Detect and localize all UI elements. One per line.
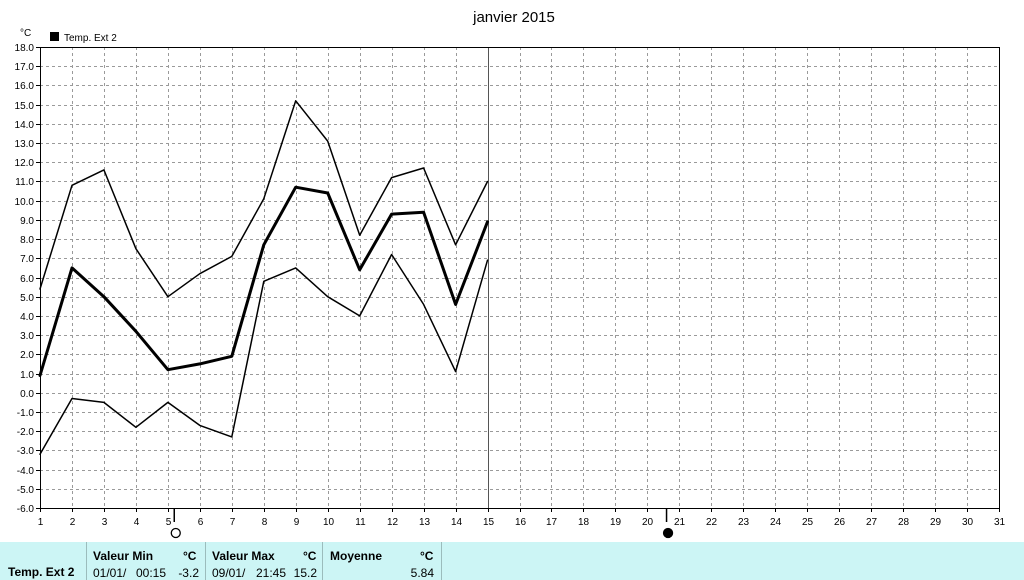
axes bbox=[36, 47, 1000, 512]
x-tick-label: 17 bbox=[546, 517, 558, 528]
x-tick-label: 18 bbox=[578, 517, 590, 528]
x-tick-label: 4 bbox=[134, 517, 140, 528]
chart-title: janvier 2015 bbox=[472, 9, 555, 26]
x-tick-label: 2 bbox=[70, 517, 76, 528]
footer-max-time: 21:45 bbox=[256, 566, 287, 580]
stats-footer: Temp. Ext 2 Valeur Min °C 01/01/ 00:15 -… bbox=[0, 542, 1024, 580]
x-tick-label: 3 bbox=[102, 517, 108, 528]
x-tick-label: 5 bbox=[166, 517, 172, 528]
series bbox=[38, 100, 489, 455]
legend: Temp. Ext 2 bbox=[50, 32, 117, 44]
x-tick-label: 24 bbox=[770, 517, 782, 528]
legend-label: Temp. Ext 2 bbox=[64, 33, 117, 44]
y-tick-label: 17.0 bbox=[15, 62, 35, 73]
y-tick-label: 12.0 bbox=[15, 158, 35, 169]
y-tick-label: -6.0 bbox=[17, 504, 35, 515]
full-moon-icon bbox=[170, 527, 181, 539]
footer-min-date: 01/01/ bbox=[93, 566, 127, 580]
x-tick-label: 30 bbox=[962, 517, 974, 528]
footer-mean-header: Moyenne bbox=[330, 549, 383, 563]
y-tick-label: -3.0 bbox=[17, 446, 35, 457]
y-tick-label: 11.0 bbox=[15, 177, 34, 188]
footer-separator bbox=[441, 542, 442, 580]
series-line-min bbox=[39, 253, 489, 455]
y-tick-label: 10.0 bbox=[15, 197, 35, 208]
y-axis-unit: °C bbox=[20, 28, 31, 39]
x-tick-label: 25 bbox=[802, 517, 814, 528]
footer-min-value: -3.2 bbox=[178, 566, 199, 580]
y-tick-label: -1.0 bbox=[17, 408, 35, 419]
footer-mean-cell: Moyenne °C 5.84 bbox=[323, 542, 440, 580]
footer-max-header: Valeur Max bbox=[212, 549, 275, 563]
x-tick-label: 12 bbox=[387, 517, 399, 528]
x-tick-label: 23 bbox=[738, 517, 750, 528]
footer-max-unit: °C bbox=[303, 549, 317, 563]
y-tick-label: 9.0 bbox=[20, 216, 34, 227]
y-tick-label: -5.0 bbox=[17, 485, 35, 496]
x-tick-label: 20 bbox=[642, 517, 654, 528]
y-tick-label: 14.0 bbox=[15, 120, 35, 131]
y-tick-label: 8.0 bbox=[20, 235, 34, 246]
x-tick-label: 22 bbox=[706, 517, 718, 528]
x-tick-label: 14 bbox=[451, 517, 463, 528]
y-tick-label: 7.0 bbox=[20, 254, 34, 265]
y-tick-label: -2.0 bbox=[17, 427, 35, 438]
x-tick-label: 19 bbox=[610, 517, 622, 528]
footer-min-unit: °C bbox=[183, 549, 197, 563]
x-tick-label: 8 bbox=[262, 517, 268, 528]
footer-min-time: 00:15 bbox=[136, 566, 167, 580]
y-tick-label: 0.0 bbox=[20, 389, 34, 400]
x-tick-label: 16 bbox=[515, 517, 527, 528]
x-tick-label: 27 bbox=[866, 517, 878, 528]
y-tick-label: 2.0 bbox=[20, 350, 34, 361]
y-tick-label: 3.0 bbox=[20, 331, 34, 342]
footer-max-date: 09/01/ bbox=[212, 566, 246, 580]
footer-separator bbox=[205, 542, 206, 580]
chart: janvier 2015 °C Temp. Ext 2 -6.0 -5.0 -4.0… bbox=[15, 9, 1006, 539]
moon-phases bbox=[170, 509, 674, 539]
footer-mean-value: 5.84 bbox=[410, 566, 434, 580]
footer-mean-unit: °C bbox=[420, 549, 434, 563]
plot-frame bbox=[40, 47, 1000, 509]
x-tick-label: 31 bbox=[994, 517, 1006, 528]
x-tick-label: 15 bbox=[483, 517, 495, 528]
footer-separator bbox=[86, 542, 87, 580]
grid bbox=[40, 47, 999, 508]
y-tick-label: 16.0 bbox=[15, 81, 35, 92]
y-tick-label: 18.0 bbox=[15, 43, 35, 54]
y-tick-label: 13.0 bbox=[15, 139, 35, 150]
footer-max-value: 15.2 bbox=[293, 566, 317, 580]
x-tick-labels: 1 2 3 4 5 6 7 8 9 10 11 12 13 14 15 16 17 18 19 20 21 22 23 24 2… bbox=[38, 517, 1006, 528]
y-tick-label: 5.0 bbox=[20, 293, 34, 304]
y-tick-label: 6.0 bbox=[20, 274, 34, 285]
x-tick-label: 11 bbox=[355, 517, 366, 528]
series-line-mean bbox=[38, 185, 489, 377]
x-tick-label: 29 bbox=[930, 517, 942, 528]
x-tick-label: 7 bbox=[230, 517, 236, 528]
legend-swatch bbox=[50, 32, 59, 41]
x-tick-label: 26 bbox=[834, 517, 846, 528]
x-tick-label: 21 bbox=[674, 517, 686, 528]
y-tick-label: 4.0 bbox=[20, 312, 34, 323]
footer-series-label: Temp. Ext 2 bbox=[8, 565, 75, 579]
series-line-max bbox=[39, 100, 489, 298]
footer-series-cell: Temp. Ext 2 bbox=[0, 542, 84, 580]
new-moon-icon bbox=[662, 527, 674, 539]
y-tick-label: -4.0 bbox=[17, 466, 35, 477]
footer-max-cell: Valeur Max °C 09/01/ 21:45 15.2 bbox=[206, 542, 322, 580]
x-tick-label: 6 bbox=[198, 517, 204, 528]
x-tick-label: 1 bbox=[38, 517, 44, 528]
y-tick-label: 1.0 bbox=[20, 370, 34, 381]
x-tick-label: 28 bbox=[898, 517, 910, 528]
footer-min-cell: Valeur Min °C 01/01/ 00:15 -3.2 bbox=[87, 542, 205, 580]
x-tick-label: 10 bbox=[323, 517, 335, 528]
footer-min-header: Valeur Min bbox=[93, 549, 154, 563]
x-tick-label: 13 bbox=[419, 517, 431, 528]
footer-separator bbox=[322, 542, 323, 580]
x-tick-label: 9 bbox=[294, 517, 300, 528]
y-tick-label: 15.0 bbox=[15, 101, 35, 112]
y-tick-labels: -6.0 -5.0 -4.0 -3.0 -2.0 -1.0 0.0 1.0 2.0 3.0 4.0 5… bbox=[15, 43, 35, 515]
